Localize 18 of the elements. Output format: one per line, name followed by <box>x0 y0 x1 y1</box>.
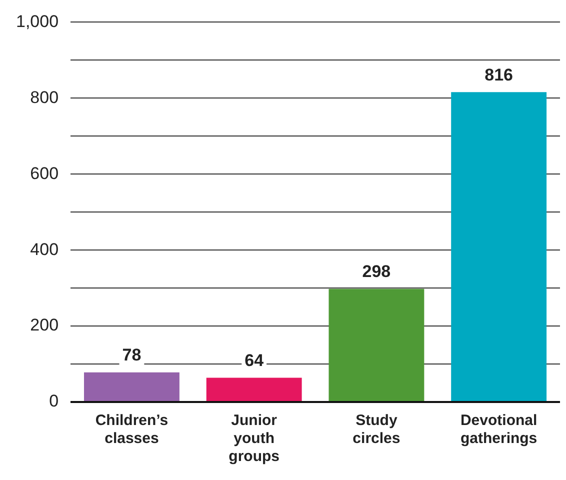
x-tick-label: Children’s classes <box>95 412 168 448</box>
data-label: 64 <box>244 350 264 370</box>
data-label: 78 <box>122 346 142 365</box>
y-tick-label: 1,000 <box>16 12 59 31</box>
y-tick-label: 200 <box>30 316 59 335</box>
bar <box>84 372 180 401</box>
x-tick-label: Study circles <box>352 412 400 448</box>
y-tick-label: 0 <box>49 392 59 411</box>
bar <box>451 92 547 401</box>
bar <box>206 378 302 401</box>
data-label: 298 <box>362 262 391 282</box>
y-tick-label: 400 <box>30 240 59 259</box>
x-tick-label: Devotional gatherings <box>460 412 538 448</box>
data-label: 816 <box>484 65 514 84</box>
y-tick-label: 800 <box>30 88 59 107</box>
y-tick-label: 600 <box>30 164 59 183</box>
x-tick-label: Junior youth groups <box>228 412 280 466</box>
bar <box>328 288 424 401</box>
